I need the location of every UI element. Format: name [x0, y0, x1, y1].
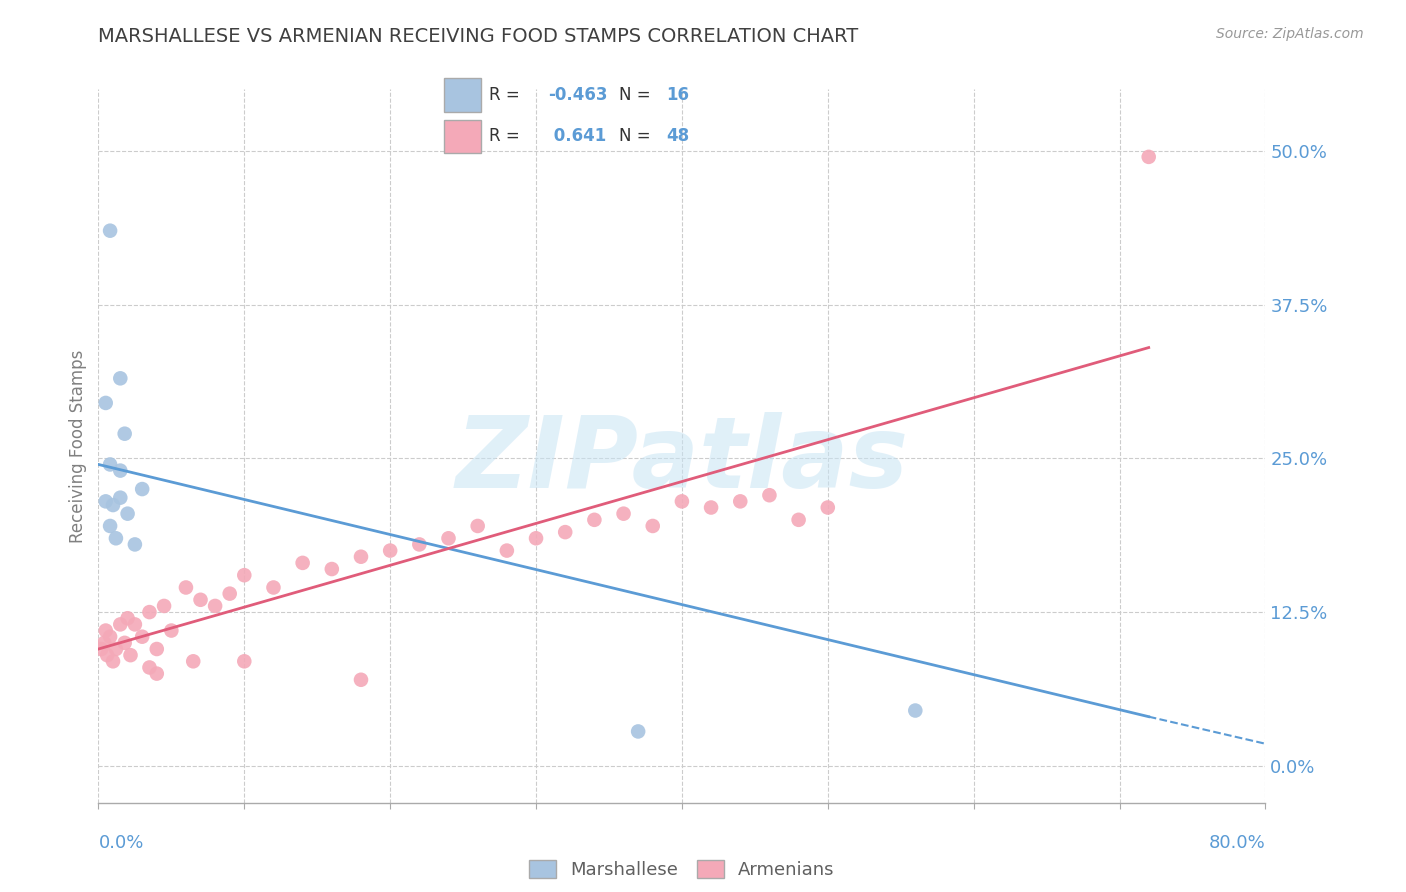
Point — [350, 549, 373, 564]
Point — [146, 642, 169, 657]
Point — [181, 654, 204, 668]
Point — [114, 426, 136, 441]
Point — [93, 636, 115, 650]
Point — [291, 556, 314, 570]
Point — [117, 611, 139, 625]
Point — [98, 630, 121, 644]
Point — [641, 519, 664, 533]
Point — [612, 507, 634, 521]
Point — [904, 704, 927, 718]
Point — [1137, 150, 1160, 164]
Point — [700, 500, 723, 515]
Text: R =: R = — [489, 128, 520, 145]
Point — [138, 660, 160, 674]
Point — [114, 636, 136, 650]
Text: MARSHALLESE VS ARMENIAN RECEIVING FOOD STAMPS CORRELATION CHART: MARSHALLESE VS ARMENIAN RECEIVING FOOD S… — [98, 27, 859, 45]
Point — [146, 666, 169, 681]
Point — [117, 507, 139, 521]
Point — [554, 525, 576, 540]
Point — [174, 581, 197, 595]
Point — [110, 491, 132, 505]
Text: R =: R = — [489, 87, 520, 104]
Point — [190, 592, 212, 607]
Point — [437, 531, 460, 545]
Point — [378, 543, 402, 558]
Point — [408, 537, 430, 551]
Text: -0.463: -0.463 — [548, 87, 607, 104]
Point — [101, 654, 124, 668]
Point — [110, 371, 132, 385]
Point — [94, 494, 117, 508]
Point — [153, 599, 176, 613]
Point — [94, 396, 117, 410]
FancyBboxPatch shape — [444, 120, 481, 153]
Point — [131, 482, 153, 496]
Point — [124, 537, 146, 551]
Text: 80.0%: 80.0% — [1209, 834, 1265, 852]
Point — [262, 581, 284, 595]
Point — [120, 648, 142, 662]
Point — [524, 531, 547, 545]
Text: ZIPatlas: ZIPatlas — [456, 412, 908, 508]
Point — [101, 498, 124, 512]
Point — [671, 494, 693, 508]
Point — [98, 458, 121, 472]
Text: 0.641: 0.641 — [548, 128, 606, 145]
Point — [98, 224, 121, 238]
Point — [110, 617, 132, 632]
Point — [98, 519, 121, 533]
Point — [131, 630, 153, 644]
Point — [627, 724, 650, 739]
Text: 16: 16 — [666, 87, 689, 104]
Text: 48: 48 — [666, 128, 689, 145]
Point — [583, 513, 606, 527]
Point — [204, 599, 226, 613]
Point — [94, 624, 117, 638]
Point — [104, 642, 127, 657]
Point — [160, 624, 183, 638]
Point — [321, 562, 343, 576]
Point — [96, 648, 118, 662]
Point — [233, 568, 256, 582]
Text: N =: N = — [619, 128, 650, 145]
Point — [104, 531, 127, 545]
Point — [787, 513, 810, 527]
Legend: Marshallese, Armenians: Marshallese, Armenians — [522, 853, 842, 887]
Point — [817, 500, 839, 515]
Point — [110, 464, 132, 478]
Point — [730, 494, 752, 508]
Point — [124, 617, 146, 632]
FancyBboxPatch shape — [444, 78, 481, 112]
Point — [90, 642, 112, 657]
Y-axis label: Receiving Food Stamps: Receiving Food Stamps — [69, 350, 87, 542]
Point — [350, 673, 373, 687]
Text: 0.0%: 0.0% — [98, 834, 143, 852]
Point — [467, 519, 489, 533]
Point — [758, 488, 780, 502]
Point — [138, 605, 160, 619]
Text: Source: ZipAtlas.com: Source: ZipAtlas.com — [1216, 27, 1364, 41]
Point — [218, 587, 240, 601]
Point — [233, 654, 256, 668]
Point — [495, 543, 517, 558]
Text: N =: N = — [619, 87, 650, 104]
